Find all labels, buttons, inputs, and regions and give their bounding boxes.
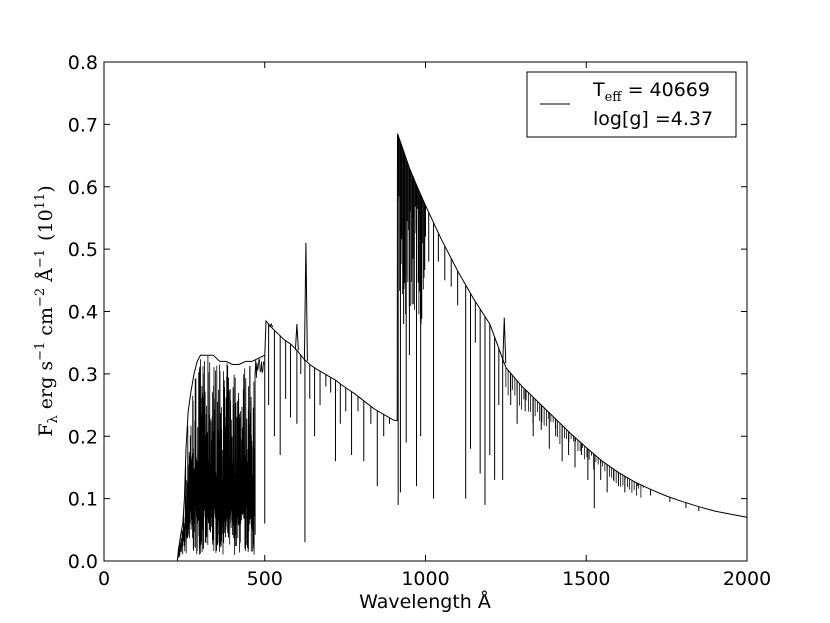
y-tick-label: 0.0 (68, 551, 98, 573)
ylabel-angstrom: Å (35, 268, 57, 288)
ylabel-cm: cm (35, 307, 57, 342)
x-axis-title: Wavelength Å (359, 590, 491, 613)
x-tick-label: 1000 (401, 568, 449, 590)
y-tick-label: 0.3 (68, 364, 98, 386)
axis-ticks: 0 500 1000 1500 2000 0.0 0.1 0.2 0.3 0.4 0.5 0.6 0.7… (68, 52, 771, 590)
x-tick-label: 500 (247, 568, 283, 590)
y-tick-label: 0.6 (68, 177, 98, 199)
y-tick-label: 0.7 (68, 114, 98, 136)
y-tick-label: 0.5 (68, 239, 98, 261)
ylabel-erg: erg s (35, 361, 57, 409)
ylabel-exp3: −1 (33, 249, 48, 268)
ylabel-f: F (35, 423, 57, 436)
y-tick-label: 0.2 (68, 426, 98, 448)
emission-spike (294, 323, 299, 351)
x-tick-label: 0 (98, 568, 110, 590)
emission-spike (269, 322, 274, 328)
spectrum-continuum (176, 133, 748, 562)
ylabel-exp1: −1 (33, 342, 48, 361)
ylabel-scale-open: (10 (35, 209, 57, 241)
emission-spike (502, 317, 507, 364)
legend-teff: Teff = 40669 (592, 79, 710, 105)
emission-spike (303, 242, 308, 361)
y-tick-label: 0.8 (68, 52, 98, 74)
y-tick-label: 0.4 (68, 302, 98, 324)
x-tick-label: 1500 (562, 568, 610, 590)
ylabel-scale-close: ) (35, 185, 57, 192)
svg-text:Fλerg s−1 cm−2 Å−1(1011): Fλerg s−1 cm−2 Å−1(1011) (33, 185, 61, 436)
y-axis-title: Fλerg s−1 cm−2 Å−1(1011) (33, 185, 61, 436)
legend-logg: log[g] =4.37 (593, 108, 713, 130)
series-layer (176, 133, 748, 562)
y-tick-label: 0.1 (68, 489, 98, 511)
ylabel-scale-exp: 11 (33, 193, 48, 210)
ylabel-lambda-subscript: λ (46, 415, 61, 423)
ylabel-exp2: −2 (33, 288, 48, 307)
spectrum-dense-forest (178, 355, 265, 558)
legend: Teff = 40669 log[g] =4.37 (526, 71, 737, 138)
x-tick-label: 2000 (723, 568, 771, 590)
